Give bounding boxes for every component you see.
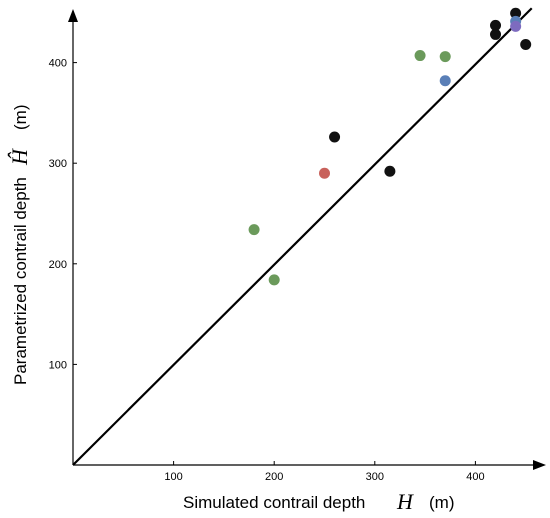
x-tick-label: 100 xyxy=(164,471,182,483)
x-axis-symbol: H xyxy=(396,489,414,514)
data-point-black xyxy=(490,19,502,31)
y-tick-label: 300 xyxy=(49,158,67,170)
data-point-green xyxy=(268,274,280,286)
points-layer xyxy=(248,7,532,286)
data-point-green xyxy=(439,51,451,63)
identity-line xyxy=(72,7,533,466)
data-point-red xyxy=(319,167,330,179)
data-point-green xyxy=(414,50,426,62)
axes: 100 200 300 400 100 200 300 400 xyxy=(49,9,546,483)
y-axis-title: Parametrized contrail depth xyxy=(11,177,30,385)
y-axis-unit: (m) xyxy=(11,105,30,130)
x-axis-title: Simulated contrail depth xyxy=(183,493,365,512)
data-point-black xyxy=(384,165,396,177)
y-tick-label: 400 xyxy=(49,58,67,70)
y-tick-label: 100 xyxy=(49,359,67,371)
x-tick-label: 300 xyxy=(366,471,384,483)
data-point-black xyxy=(520,38,532,50)
data-point-purple xyxy=(510,20,522,32)
data-point-black xyxy=(329,131,341,143)
line-layer xyxy=(72,7,533,466)
x-axis-arrow xyxy=(533,460,546,470)
data-point-black xyxy=(510,7,522,19)
y-axis-arrow xyxy=(68,9,78,22)
x-tick-label: 200 xyxy=(265,471,283,483)
y-axis-symbol: Ĥ xyxy=(7,148,32,166)
labels-layer: Simulated contrail depth H (m) Parametri… xyxy=(7,105,454,514)
x-axis-unit: (m) xyxy=(429,493,454,512)
data-point-green xyxy=(248,224,260,236)
data-point-blue xyxy=(439,75,451,87)
data-point-black xyxy=(490,28,502,40)
y-tick-label: 200 xyxy=(49,259,67,271)
x-tick-label: 400 xyxy=(466,471,484,483)
